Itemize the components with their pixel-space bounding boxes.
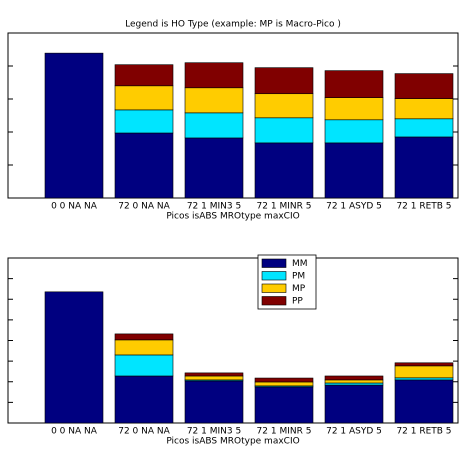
bar-segment [324, 70, 384, 98]
x-tick-label: 72 0 NA NA [118, 202, 170, 212]
legend-swatch [261, 296, 287, 306]
bar-segment [184, 87, 244, 114]
legend-label: PP [292, 296, 303, 306]
legend-swatch [261, 271, 287, 281]
bar-segment [394, 379, 454, 424]
x-tick-label: 72 1 MIN3 5 [187, 202, 241, 212]
bar-segment [254, 142, 314, 199]
legend-label: PM [292, 271, 305, 281]
bar-segment [324, 119, 384, 144]
bar-segment [114, 109, 174, 134]
bar-segment [114, 85, 174, 111]
bar-segment [394, 365, 454, 379]
bar-segment [114, 339, 174, 356]
bar-segment [184, 380, 244, 424]
bar-segment [254, 381, 314, 387]
x-tick-label: 72 1 MINR 5 [257, 427, 312, 437]
bar-segment [114, 375, 174, 424]
bar-segment [254, 117, 314, 144]
bar-segment [324, 142, 384, 199]
x-tick-label: 72 0 NA NA [118, 427, 170, 437]
bar-segment [114, 333, 174, 341]
x-tick-label: 72 1 MIN3 5 [187, 427, 241, 437]
bar-segment [324, 97, 384, 121]
x-tick-label: 72 1 ASYD 5 [326, 202, 382, 212]
x-axis-label: Picos isABS MROtype maxCIO [166, 437, 299, 447]
legend-swatch [261, 258, 287, 268]
legend-swatch [261, 283, 287, 293]
bar-segment [184, 112, 244, 139]
bar-segment [44, 291, 104, 424]
x-tick-label: 0 0 NA NA [51, 202, 98, 212]
x-tick-label: 72 1 MINR 5 [257, 202, 312, 212]
bar-segment [394, 118, 454, 138]
bar-segment [394, 136, 454, 199]
bar-segment [184, 375, 244, 381]
bar-segment [254, 377, 314, 383]
bar-segment [324, 384, 384, 424]
bar-segment [324, 382, 384, 386]
bar-segment [114, 64, 174, 87]
x-tick-label: 72 1 ASYD 5 [326, 427, 382, 437]
bar-segment [254, 93, 314, 119]
bar-segment [44, 52, 104, 199]
bar-segment [114, 354, 174, 377]
legend-label: MP [292, 284, 306, 294]
bar-segment [324, 379, 384, 384]
chart-title: Legend is HO Type (example: MP is Macro-… [125, 20, 341, 30]
bar-segment [394, 98, 454, 120]
bar-segment [184, 62, 244, 89]
x-tick-label: 0 0 NA NA [51, 427, 98, 437]
bar-segment [394, 362, 454, 367]
bar-segment [394, 73, 454, 99]
bar-segment [324, 375, 384, 381]
x-tick-label: 72 1 RETB 5 [396, 427, 451, 437]
bar-segment [254, 67, 314, 95]
bar-segment [254, 386, 314, 424]
bar-segment [394, 377, 454, 381]
bar-segment [184, 372, 244, 377]
bar-segment [114, 132, 174, 199]
legend-label: MM [292, 259, 308, 269]
x-axis-label: Picos isABS MROtype maxCIO [166, 212, 299, 222]
x-tick-label: 72 1 RETB 5 [396, 202, 451, 212]
bar-segment [184, 137, 244, 199]
